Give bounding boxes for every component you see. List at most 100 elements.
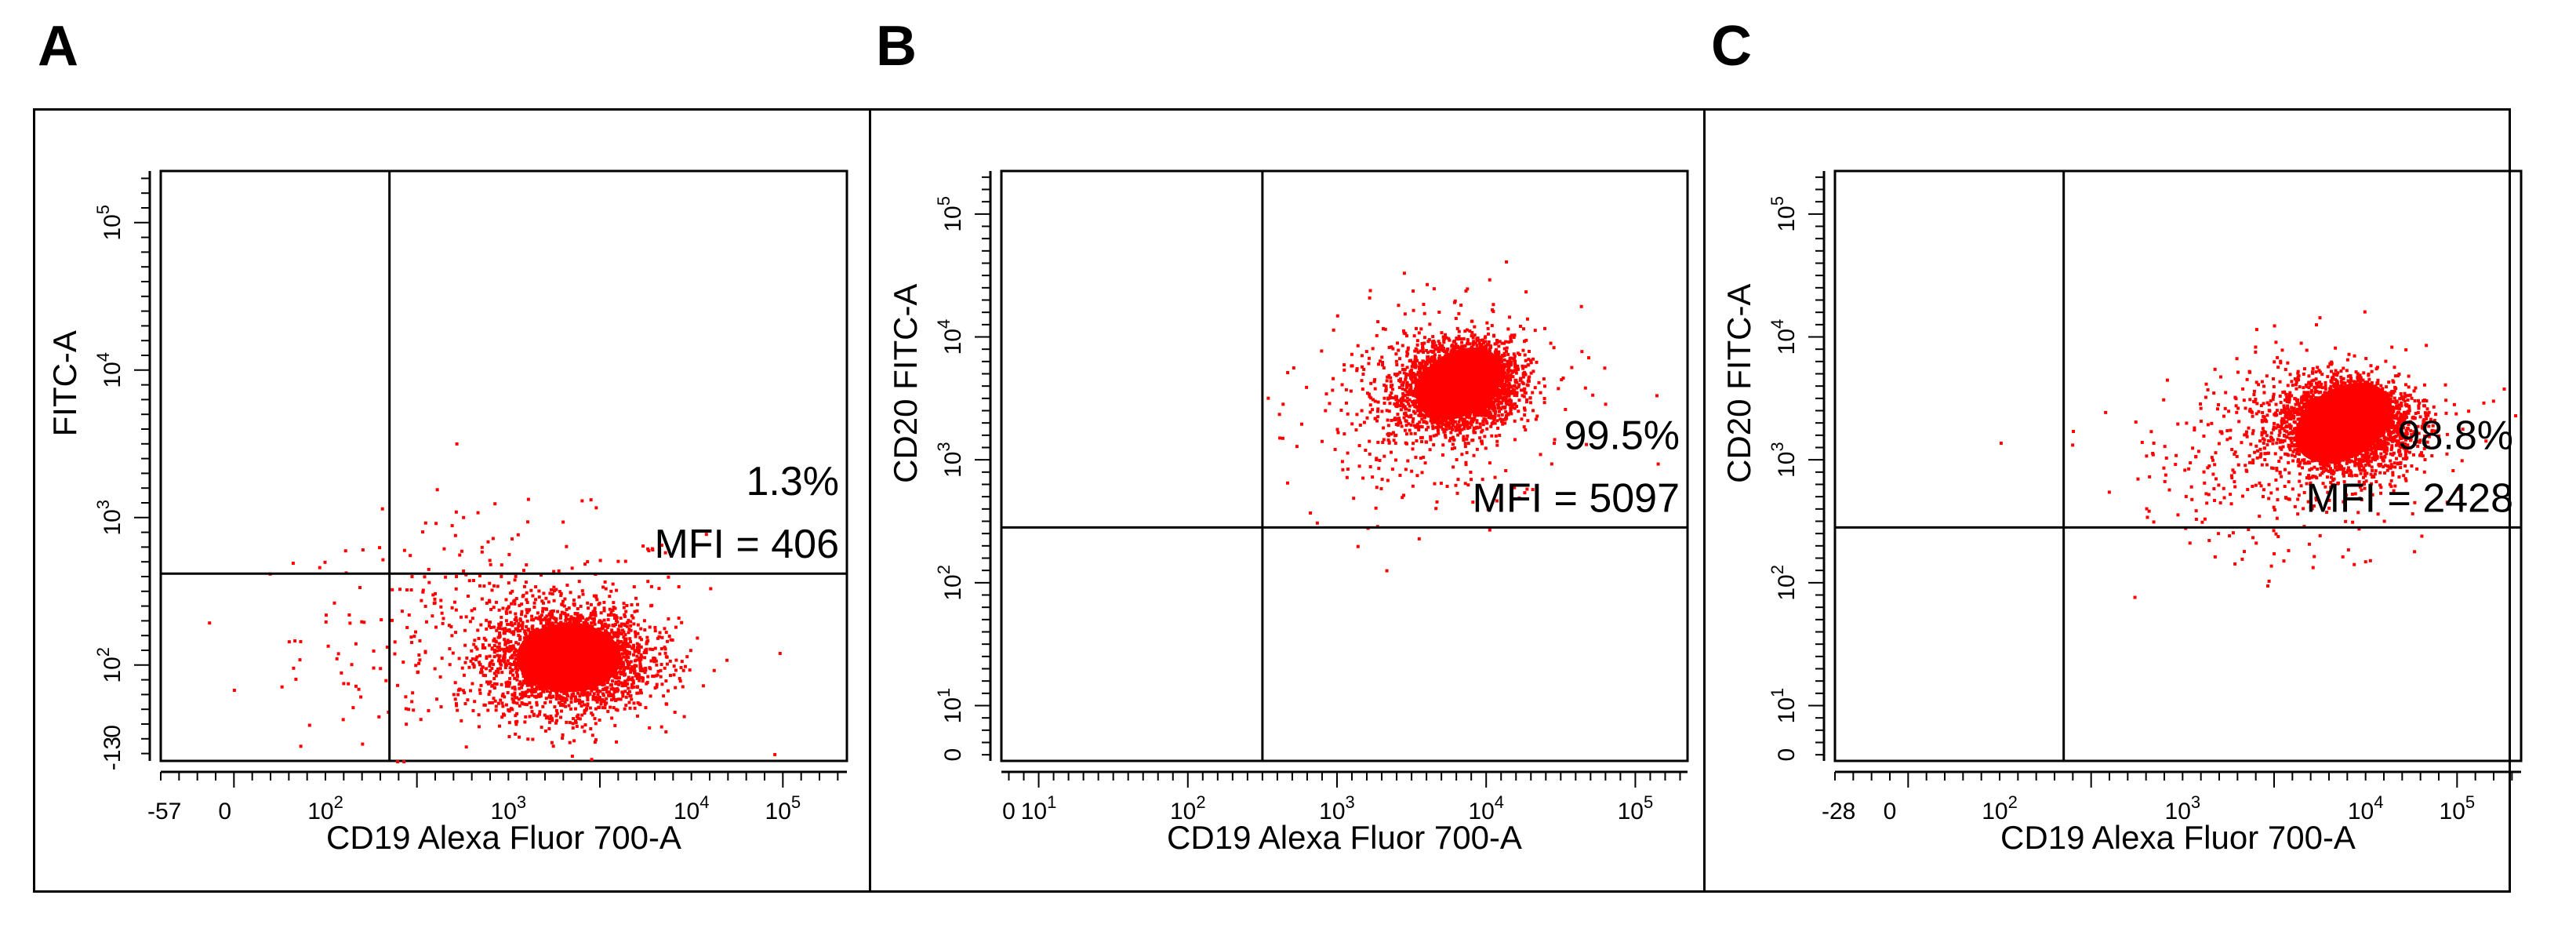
data-point [623, 624, 627, 628]
data-point [526, 737, 530, 741]
data-point [521, 624, 525, 628]
data-point [609, 705, 612, 709]
data-point [398, 588, 401, 591]
data-point [473, 607, 477, 611]
data-point [1456, 478, 1460, 482]
data-point [287, 640, 291, 644]
data-point [586, 560, 590, 564]
data-point [1570, 366, 1574, 369]
data-point [516, 668, 520, 671]
data-point [558, 697, 561, 701]
data-point [1513, 380, 1517, 384]
data-point [625, 660, 629, 664]
data-point [514, 616, 518, 620]
data-point [1355, 413, 1359, 417]
data-point [609, 610, 613, 614]
data-point [1585, 442, 1589, 446]
data-point [582, 620, 586, 624]
data-point [1415, 422, 1419, 426]
data-point [372, 649, 376, 653]
data-point [454, 608, 458, 612]
data-point [554, 620, 558, 624]
data-point [1520, 417, 1524, 421]
data-point [578, 694, 582, 698]
data-point [613, 723, 617, 727]
data-point [379, 667, 383, 671]
data-point [503, 659, 507, 663]
data-point [1390, 432, 1393, 436]
data-point [1402, 271, 1406, 275]
data-point [1494, 434, 1498, 438]
data-point [447, 624, 451, 628]
data-point [627, 690, 631, 693]
data-point [1523, 491, 1527, 495]
data-point [1504, 349, 1508, 353]
data-point [608, 607, 612, 611]
data-point [601, 585, 605, 589]
data-point [1603, 366, 1607, 370]
data-point [495, 628, 499, 632]
data-point [578, 717, 582, 721]
x-tick-label: 105 [765, 792, 801, 824]
data-point [1345, 475, 1349, 479]
data-point [1382, 426, 1386, 430]
data-point [512, 701, 516, 704]
data-point [580, 704, 583, 708]
data-point [1493, 421, 1497, 425]
data-point [681, 685, 685, 689]
data-point [623, 668, 627, 671]
data-point [621, 694, 625, 698]
data-point [1409, 431, 1413, 435]
data-point [1500, 341, 1504, 345]
x-tick-exponent: 2 [334, 792, 343, 812]
data-point [510, 624, 514, 628]
data-point [668, 674, 672, 678]
data-point [523, 702, 527, 706]
data-point [1390, 450, 1393, 454]
data-point [660, 635, 664, 639]
data-point [552, 616, 556, 620]
data-point [1486, 326, 1490, 330]
data-point [635, 642, 639, 646]
data-point [531, 594, 535, 598]
data-point [1503, 421, 1507, 425]
data-point [572, 619, 576, 623]
data-point [492, 682, 496, 686]
data-point [607, 690, 611, 694]
data-point [544, 697, 548, 701]
data-point [500, 659, 503, 663]
data-point [1431, 427, 1435, 431]
data-point [318, 566, 322, 570]
data-point [457, 657, 461, 661]
data-point [590, 617, 594, 620]
data-point [1372, 380, 1376, 384]
data-point [1460, 340, 1464, 344]
panel-letter-c: C [1711, 15, 1752, 78]
data-point [575, 699, 579, 703]
data-point [541, 704, 545, 708]
data-point [626, 642, 630, 646]
data-point [616, 688, 620, 692]
data-point [599, 611, 603, 615]
data-point [653, 646, 657, 650]
data-point [617, 682, 621, 686]
data-point [503, 638, 507, 642]
data-point [589, 602, 593, 606]
data-point [1344, 388, 1348, 391]
data-point [488, 701, 492, 704]
data-point [514, 628, 518, 631]
data-point [1518, 324, 1522, 328]
data-point [341, 718, 345, 722]
data-point [594, 698, 598, 702]
data-point [583, 690, 587, 693]
data-point [638, 662, 642, 666]
data-point [495, 669, 499, 673]
data-point [1349, 389, 1353, 393]
data-point [1470, 330, 1474, 334]
data-point [544, 687, 548, 691]
data-point [580, 700, 584, 704]
data-point [1517, 409, 1521, 413]
data-point [1409, 423, 1413, 427]
data-point [503, 647, 507, 651]
data-point [1460, 428, 1464, 431]
